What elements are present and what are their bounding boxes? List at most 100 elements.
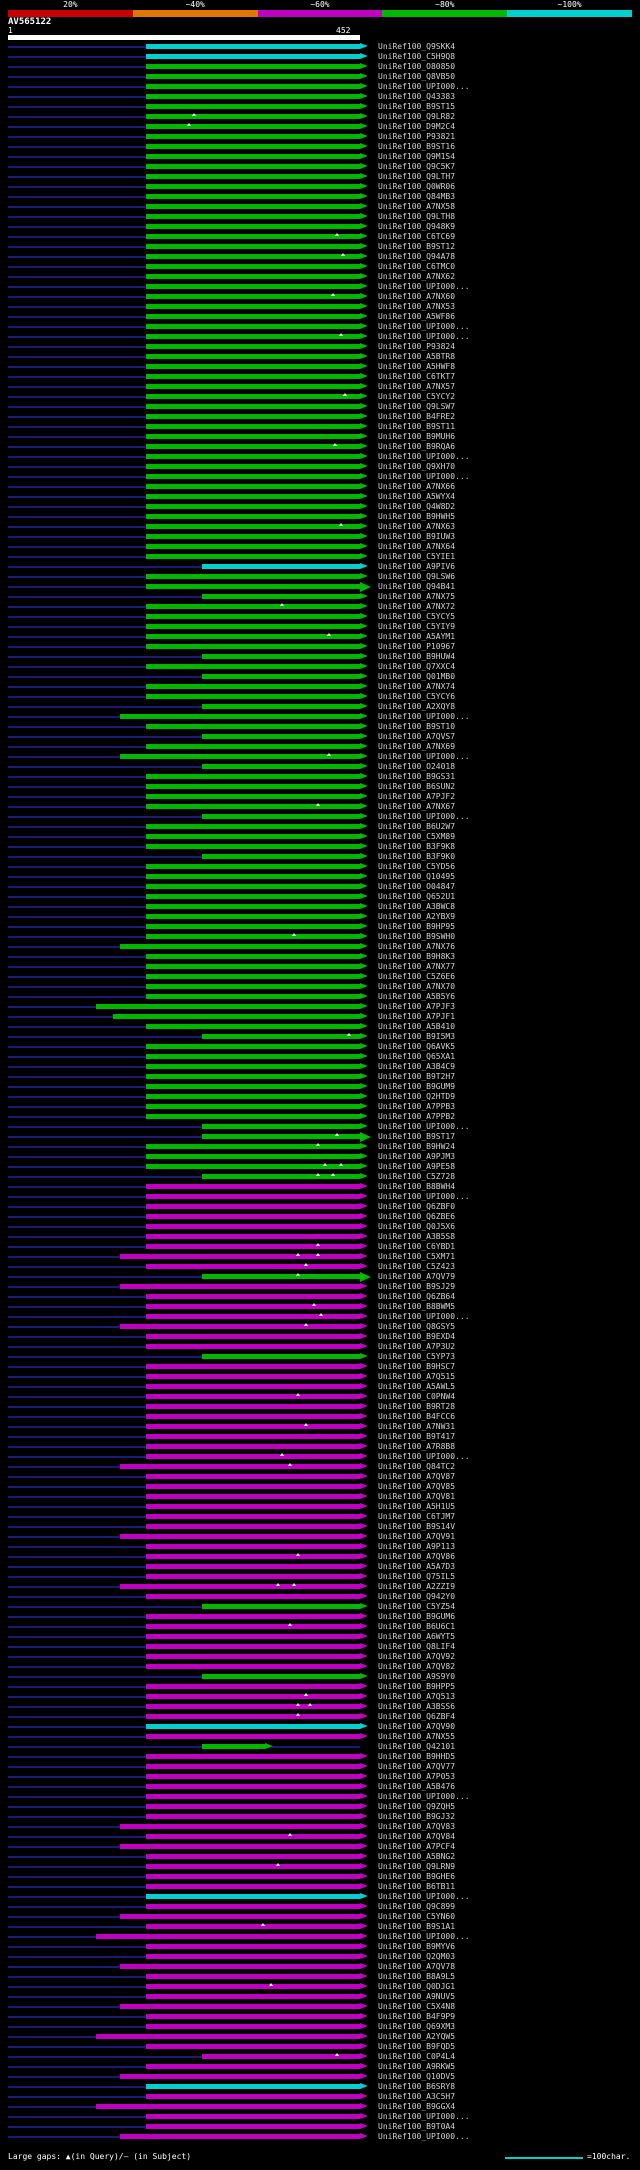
alignment-bar[interactable]: [146, 904, 360, 909]
hit-row[interactable]: UniRef100_A3C5H7: [0, 2092, 640, 2102]
hit-row[interactable]: UniRef100_A3B5S8: [0, 1232, 640, 1242]
hit-row[interactable]: UniRef100_B6SRY8: [0, 2082, 640, 2092]
hit-label[interactable]: UniRef100_C5Z6E6: [378, 972, 456, 981]
alignment-bar[interactable]: [146, 1504, 360, 1509]
hit-label[interactable]: UniRef100_Q9LTH8: [378, 212, 456, 221]
alignment-bar[interactable]: [146, 784, 360, 789]
alignment-bar[interactable]: [146, 1984, 360, 1989]
alignment-bar[interactable]: [146, 1384, 360, 1389]
hit-label[interactable]: UniRef100_B9FQD5: [378, 2042, 456, 2051]
hit-row[interactable]: UniRef100_Q2QM03: [0, 1952, 640, 1962]
hit-row[interactable]: UniRef100_Q94A78: [0, 252, 640, 262]
hit-label[interactable]: UniRef100_UPI000...: [378, 322, 470, 331]
hit-label[interactable]: UniRef100_B9S14V: [378, 1522, 456, 1531]
hit-row[interactable]: UniRef100_A7NX63: [0, 522, 640, 532]
hit-label[interactable]: UniRef100_Q6ZB64: [378, 1292, 456, 1301]
hit-label[interactable]: UniRef100_A7QV90: [378, 1722, 456, 1731]
hit-row[interactable]: UniRef100_A7QV82: [0, 1662, 640, 1672]
alignment-bar[interactable]: [146, 954, 360, 959]
alignment-bar[interactable]: [146, 254, 360, 259]
hit-label[interactable]: UniRef100_Q43383: [378, 92, 456, 101]
alignment-bar[interactable]: [201, 1034, 360, 1039]
hit-row[interactable]: UniRef100_B9MUH6: [0, 432, 640, 442]
alignment-bar[interactable]: [146, 314, 360, 319]
alignment-bar[interactable]: [146, 574, 360, 579]
alignment-bar[interactable]: [120, 944, 360, 949]
hit-row[interactable]: UniRef100_A5B5Y6: [0, 992, 640, 1002]
hit-label[interactable]: UniRef100_B9GUM6: [378, 1612, 456, 1621]
hit-label[interactable]: UniRef100_C5YZ54: [378, 1602, 456, 1611]
hit-row[interactable]: UniRef100_Q0WR06: [0, 182, 640, 192]
hit-row[interactable]: UniRef100_A7P3U2: [0, 1342, 640, 1352]
hit-row[interactable]: UniRef100_A5AYM1: [0, 632, 640, 642]
hit-label[interactable]: UniRef100_A7P053: [378, 1772, 456, 1781]
alignment-bar[interactable]: [146, 44, 360, 49]
alignment-bar[interactable]: [146, 304, 360, 309]
alignment-bar[interactable]: [146, 64, 360, 69]
alignment-bar[interactable]: [146, 994, 360, 999]
hit-label[interactable]: UniRef100_A5HWF8: [378, 362, 456, 371]
hit-row[interactable]: UniRef100_A5AWL5: [0, 1382, 640, 1392]
alignment-bar[interactable]: [201, 1274, 360, 1279]
hit-row[interactable]: UniRef100_Q01MB0: [0, 672, 640, 682]
alignment-bar[interactable]: [146, 184, 360, 189]
hit-label[interactable]: UniRef100_B9HW24: [378, 1142, 456, 1151]
hit-row[interactable]: UniRef100_B4FCC6: [0, 1412, 640, 1422]
alignment-bar[interactable]: [146, 1884, 360, 1889]
hit-label[interactable]: UniRef100_Q6ZBF4: [378, 1712, 456, 1721]
alignment-bar[interactable]: [146, 284, 360, 289]
hit-label[interactable]: UniRef100_UPI000...: [378, 1312, 470, 1321]
hit-label[interactable]: UniRef100_C5YIE1: [378, 552, 456, 561]
hit-row[interactable]: UniRef100_A9PE58: [0, 1162, 640, 1172]
hit-label[interactable]: UniRef100_UPI000...: [378, 812, 470, 821]
hit-label[interactable]: UniRef100_A7QV91: [378, 1532, 456, 1541]
alignment-bar[interactable]: [146, 1094, 360, 1099]
alignment-bar[interactable]: [146, 1624, 360, 1629]
hit-row[interactable]: UniRef100_B9S1A1: [0, 1922, 640, 1932]
alignment-bar[interactable]: [201, 2054, 360, 2059]
hit-label[interactable]: UniRef100_A7PJF3: [378, 1002, 456, 1011]
alignment-bar[interactable]: [146, 794, 360, 799]
hit-label[interactable]: UniRef100_Q84MB3: [378, 192, 456, 201]
hit-label[interactable]: UniRef100_Q8LIF4: [378, 1642, 456, 1651]
alignment-bar[interactable]: [146, 614, 360, 619]
alignment-bar[interactable]: [201, 674, 360, 679]
hit-label[interactable]: UniRef100_A7PJF2: [378, 792, 456, 801]
alignment-bar[interactable]: [146, 104, 360, 109]
alignment-bar[interactable]: [146, 524, 360, 529]
hit-label[interactable]: UniRef100_B4FCC6: [378, 1412, 456, 1421]
alignment-bar[interactable]: [146, 1974, 360, 1979]
alignment-bar[interactable]: [201, 1604, 360, 1609]
hit-row[interactable]: UniRef100_Q6ZBF4: [0, 1712, 640, 1722]
hit-row[interactable]: UniRef100_B9HW24: [0, 1142, 640, 1152]
alignment-bar[interactable]: [146, 1054, 360, 1059]
hit-row[interactable]: UniRef100_A9P113: [0, 1542, 640, 1552]
hit-label[interactable]: UniRef100_B8A9L5: [378, 1972, 456, 1981]
alignment-bar[interactable]: [146, 1664, 360, 1669]
alignment-bar[interactable]: [146, 1904, 360, 1909]
alignment-bar[interactable]: [146, 334, 360, 339]
hit-label[interactable]: UniRef100_A7QV78: [378, 1962, 456, 1971]
alignment-bar[interactable]: [146, 374, 360, 379]
alignment-bar[interactable]: [146, 1234, 360, 1239]
hit-row[interactable]: UniRef100_C6TKT7: [0, 372, 640, 382]
alignment-bar[interactable]: [146, 354, 360, 359]
alignment-bar[interactable]: [146, 1804, 360, 1809]
hit-label[interactable]: UniRef100_A7NX67: [378, 802, 456, 811]
hit-row[interactable]: UniRef100_A6WYT5: [0, 1632, 640, 1642]
hit-label[interactable]: UniRef100_A5AWL5: [378, 1382, 456, 1391]
alignment-bar[interactable]: [146, 1114, 360, 1119]
hit-row[interactable]: UniRef100_Q6ZB64: [0, 1292, 640, 1302]
alignment-bar[interactable]: [96, 2104, 360, 2109]
alignment-bar[interactable]: [146, 1854, 360, 1859]
alignment-bar[interactable]: [120, 1964, 360, 1969]
alignment-bar[interactable]: [146, 274, 360, 279]
hit-row[interactable]: UniRef100_A7QVS7: [0, 732, 640, 742]
alignment-bar[interactable]: [146, 1454, 360, 1459]
alignment-bar[interactable]: [146, 1024, 360, 1029]
hit-label[interactable]: UniRef100_Q9LSW6: [378, 572, 456, 581]
hit-row[interactable]: UniRef100_A7PJF2: [0, 792, 640, 802]
alignment-bar[interactable]: [146, 744, 360, 749]
alignment-bar[interactable]: [146, 84, 360, 89]
hit-label[interactable]: UniRef100_A5B476: [378, 1782, 456, 1791]
